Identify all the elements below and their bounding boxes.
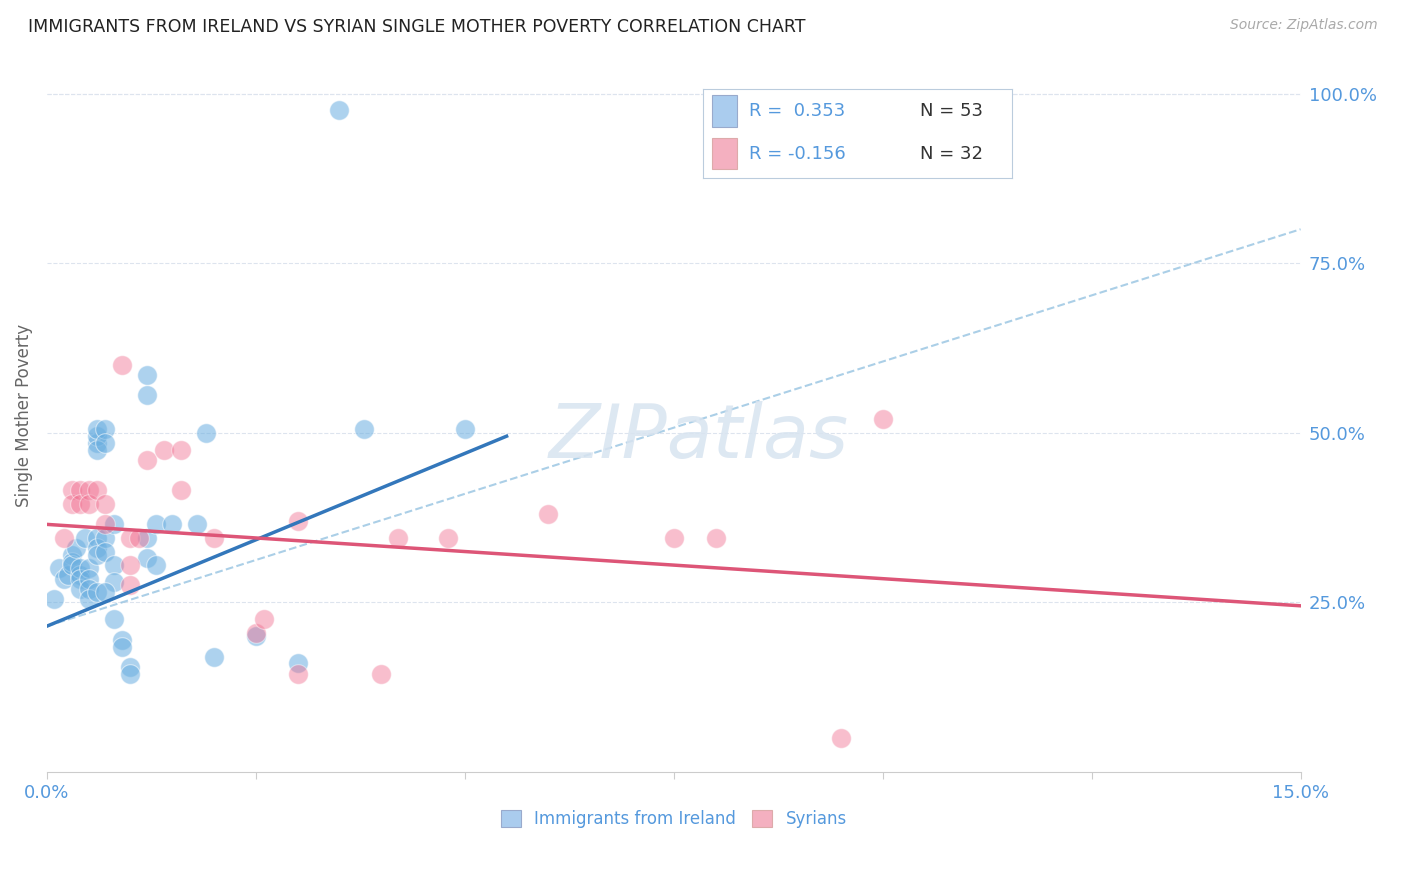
Point	[56, 568, 79, 582]
Point	[111, 358, 134, 372]
Point	[86, 436, 108, 450]
Point	[94, 544, 117, 558]
Point	[128, 531, 150, 545]
Point	[253, 612, 276, 626]
Text: R = -0.156: R = -0.156	[749, 145, 846, 163]
Text: IMMIGRANTS FROM IRELAND VS SYRIAN SINGLE MOTHER POVERTY CORRELATION CHART: IMMIGRANTS FROM IRELAND VS SYRIAN SINGLE…	[28, 18, 806, 36]
Point	[704, 531, 727, 545]
Point	[86, 483, 108, 498]
Point	[136, 368, 159, 383]
Point	[136, 531, 159, 545]
Point	[111, 632, 134, 647]
Legend: Immigrants from Ireland, Syrians: Immigrants from Ireland, Syrians	[494, 804, 853, 835]
Point	[60, 497, 83, 511]
Point	[153, 442, 176, 457]
Point	[52, 572, 75, 586]
Point	[145, 558, 167, 573]
Point	[77, 497, 100, 511]
Point	[437, 531, 460, 545]
Point	[169, 483, 191, 498]
Point	[86, 422, 108, 436]
Point	[120, 666, 142, 681]
Point	[77, 582, 100, 596]
Point	[77, 572, 100, 586]
Text: Source: ZipAtlas.com: Source: ZipAtlas.com	[1230, 18, 1378, 32]
Point	[287, 657, 309, 671]
Point	[353, 422, 375, 436]
Point	[872, 412, 894, 426]
Point	[86, 442, 108, 457]
Point	[94, 585, 117, 599]
Point	[120, 531, 142, 545]
Point	[69, 582, 91, 596]
Point	[86, 531, 108, 545]
Point	[60, 555, 83, 569]
Point	[94, 517, 117, 532]
Point	[86, 429, 108, 443]
Y-axis label: Single Mother Poverty: Single Mother Poverty	[15, 325, 32, 508]
Point	[245, 629, 267, 643]
Point	[60, 558, 83, 573]
Point	[52, 531, 75, 545]
Text: ZIPatlas: ZIPatlas	[548, 401, 849, 473]
Point	[103, 612, 125, 626]
Point	[48, 561, 70, 575]
Point	[454, 422, 477, 436]
Point	[103, 575, 125, 590]
Point	[202, 649, 225, 664]
Point	[194, 425, 217, 440]
Point	[69, 497, 91, 511]
Point	[94, 422, 117, 436]
Point	[287, 666, 309, 681]
Point	[111, 640, 134, 654]
Point	[69, 483, 91, 498]
Point	[537, 507, 560, 521]
Bar	[713, 138, 737, 169]
Point	[69, 572, 91, 586]
Point	[245, 626, 267, 640]
Bar	[713, 95, 737, 127]
Point	[60, 483, 83, 498]
Point	[136, 453, 159, 467]
Point	[77, 483, 100, 498]
Point	[42, 592, 65, 607]
Text: N = 32: N = 32	[920, 145, 983, 163]
Point	[86, 548, 108, 562]
Point	[136, 551, 159, 566]
Point	[69, 561, 91, 575]
Point	[103, 517, 125, 532]
Point	[77, 592, 100, 607]
Point	[94, 531, 117, 545]
Point	[136, 388, 159, 402]
Point	[103, 558, 125, 573]
Point	[287, 514, 309, 528]
Text: R =  0.353: R = 0.353	[749, 103, 845, 120]
Point	[60, 548, 83, 562]
Point	[73, 531, 96, 545]
Text: N = 53: N = 53	[920, 103, 983, 120]
Point	[120, 558, 142, 573]
Point	[202, 531, 225, 545]
Point	[69, 568, 91, 582]
Point	[77, 561, 100, 575]
Point	[186, 517, 208, 532]
Point	[830, 731, 852, 745]
Point	[94, 436, 117, 450]
Point	[65, 541, 87, 556]
Point	[86, 585, 108, 599]
Point	[120, 660, 142, 674]
Point	[120, 578, 142, 592]
Point	[662, 531, 685, 545]
Point	[387, 531, 409, 545]
Point	[145, 517, 167, 532]
Point	[94, 497, 117, 511]
Point	[370, 666, 392, 681]
Point	[162, 517, 184, 532]
Point	[328, 103, 350, 118]
Point	[169, 442, 191, 457]
Point	[86, 541, 108, 556]
